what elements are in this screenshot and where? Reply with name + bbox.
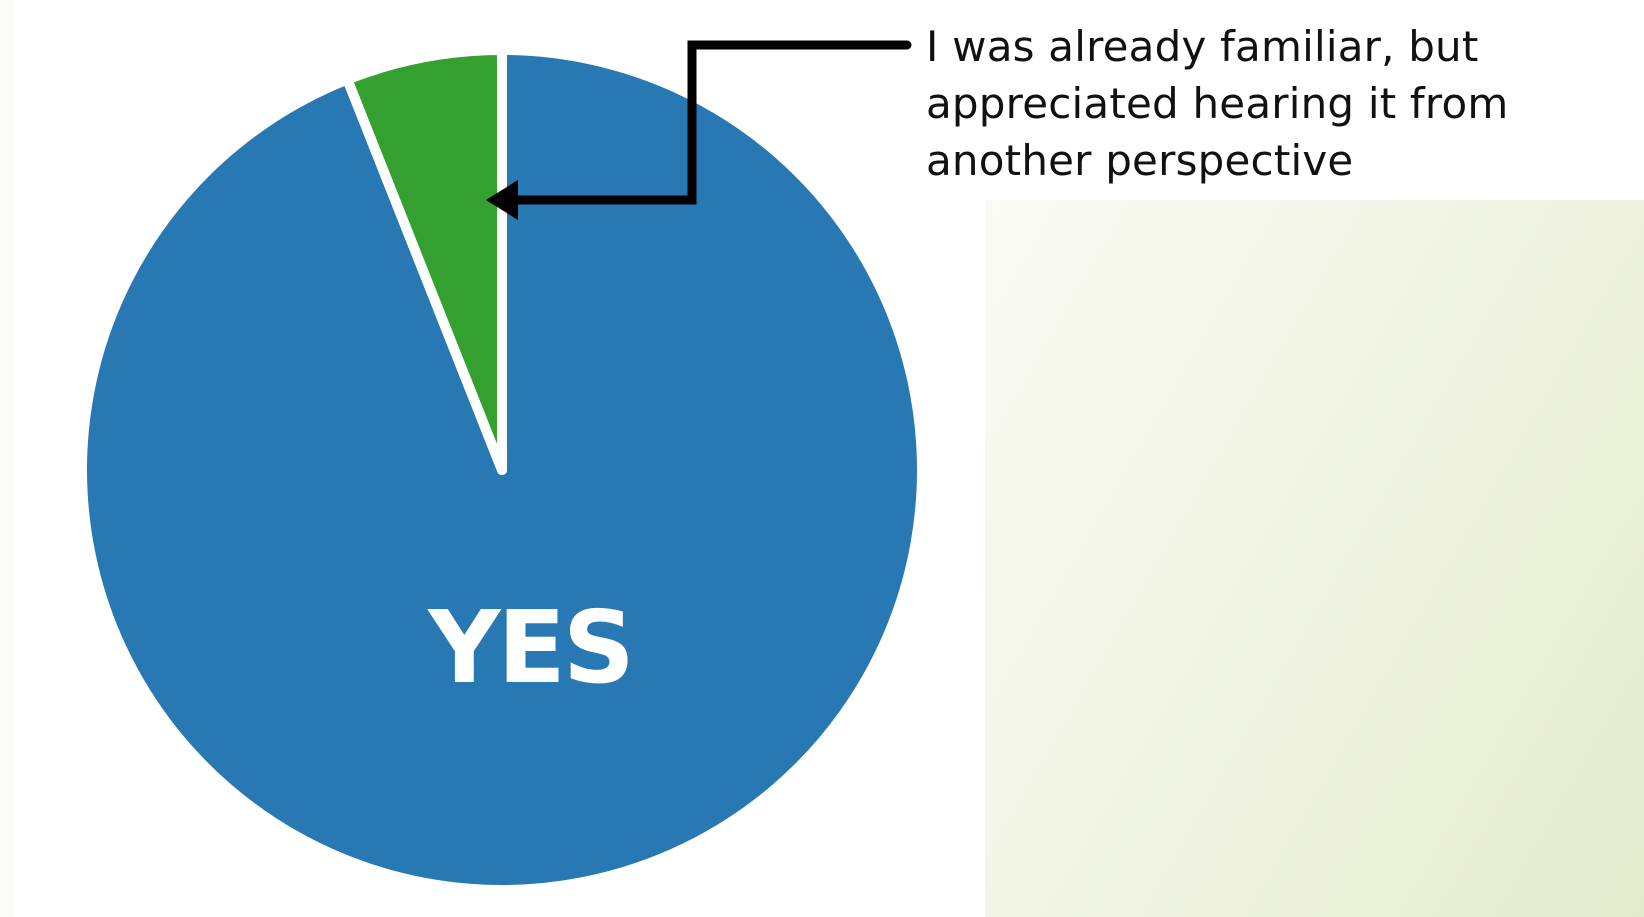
slide-background: [985, 200, 1644, 917]
callout-arrow: [486, 40, 912, 220]
yes-slice-label: YES: [428, 589, 635, 706]
callout-arrow-line: [510, 40, 912, 205]
callout-arrow-head: [486, 180, 518, 220]
pie-slices: [77, 45, 927, 895]
pie-slice-familiar: [342, 45, 507, 475]
callout-annotation: I was already familiar, but appreciated …: [926, 22, 1509, 185]
